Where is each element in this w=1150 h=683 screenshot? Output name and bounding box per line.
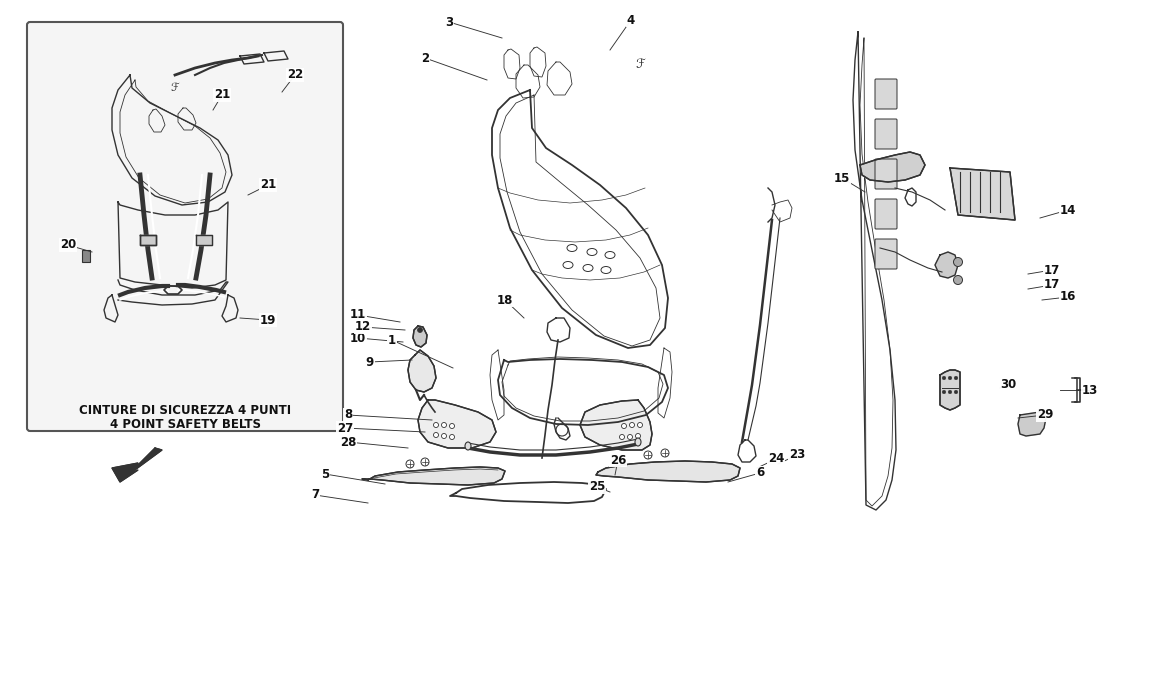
Text: 21: 21 bbox=[214, 89, 230, 102]
Circle shape bbox=[628, 434, 633, 439]
Circle shape bbox=[644, 451, 652, 459]
Circle shape bbox=[636, 434, 641, 438]
Text: 23: 23 bbox=[789, 449, 805, 462]
Circle shape bbox=[629, 423, 635, 428]
Circle shape bbox=[942, 390, 945, 394]
Polygon shape bbox=[1018, 412, 1046, 436]
Circle shape bbox=[450, 423, 454, 428]
Circle shape bbox=[954, 376, 958, 380]
Text: 29: 29 bbox=[1037, 408, 1053, 421]
Polygon shape bbox=[417, 400, 496, 448]
Text: 27: 27 bbox=[337, 421, 353, 434]
Text: 24: 24 bbox=[768, 453, 784, 466]
Text: 20: 20 bbox=[60, 238, 76, 251]
Text: 5: 5 bbox=[321, 467, 329, 481]
Text: 14: 14 bbox=[1060, 204, 1076, 217]
Text: 10: 10 bbox=[350, 331, 366, 344]
Text: 11: 11 bbox=[350, 309, 366, 322]
Polygon shape bbox=[413, 326, 427, 347]
Circle shape bbox=[637, 423, 643, 428]
Circle shape bbox=[661, 449, 669, 457]
Text: 8: 8 bbox=[344, 408, 352, 421]
Polygon shape bbox=[196, 235, 212, 245]
FancyBboxPatch shape bbox=[875, 199, 897, 229]
Circle shape bbox=[949, 390, 952, 394]
Text: ℱ: ℱ bbox=[170, 83, 179, 93]
Text: 15: 15 bbox=[834, 171, 850, 184]
FancyBboxPatch shape bbox=[26, 22, 343, 431]
Text: 13: 13 bbox=[1082, 383, 1098, 397]
Text: 22: 22 bbox=[286, 68, 304, 81]
FancyBboxPatch shape bbox=[875, 239, 897, 269]
Circle shape bbox=[421, 458, 429, 466]
Polygon shape bbox=[940, 370, 960, 410]
Circle shape bbox=[621, 423, 627, 428]
Polygon shape bbox=[935, 252, 958, 278]
Polygon shape bbox=[860, 152, 925, 182]
Circle shape bbox=[954, 390, 958, 394]
Circle shape bbox=[953, 257, 963, 266]
Text: 18: 18 bbox=[497, 294, 513, 307]
Text: 1: 1 bbox=[388, 333, 396, 346]
Polygon shape bbox=[596, 461, 739, 482]
Text: 25: 25 bbox=[589, 481, 605, 494]
Text: 2: 2 bbox=[421, 51, 429, 64]
Text: 17: 17 bbox=[1044, 264, 1060, 277]
FancyBboxPatch shape bbox=[875, 119, 897, 149]
Circle shape bbox=[434, 432, 438, 438]
Text: 4: 4 bbox=[627, 14, 635, 27]
Text: 9: 9 bbox=[366, 355, 374, 369]
Polygon shape bbox=[112, 448, 162, 482]
Text: 3: 3 bbox=[445, 16, 453, 29]
Text: 26: 26 bbox=[610, 454, 627, 466]
Circle shape bbox=[406, 460, 414, 468]
Text: 16: 16 bbox=[1060, 290, 1076, 303]
Ellipse shape bbox=[465, 442, 471, 450]
Text: 12: 12 bbox=[355, 320, 371, 333]
Text: ℱ: ℱ bbox=[635, 59, 645, 72]
Text: 30: 30 bbox=[999, 378, 1017, 391]
Polygon shape bbox=[408, 350, 436, 392]
Circle shape bbox=[417, 328, 422, 333]
Circle shape bbox=[434, 423, 438, 428]
Text: 7: 7 bbox=[310, 488, 319, 501]
Polygon shape bbox=[140, 235, 156, 245]
Circle shape bbox=[450, 434, 454, 439]
Circle shape bbox=[953, 275, 963, 285]
Text: CINTURE DI SICUREZZA 4 PUNTI: CINTURE DI SICUREZZA 4 PUNTI bbox=[79, 404, 291, 417]
Polygon shape bbox=[580, 400, 652, 450]
Text: 4 POINT SAFETY BELTS: 4 POINT SAFETY BELTS bbox=[109, 419, 261, 432]
Text: 17: 17 bbox=[1044, 279, 1060, 292]
FancyBboxPatch shape bbox=[875, 159, 897, 189]
Text: 19: 19 bbox=[260, 313, 276, 326]
Text: 6: 6 bbox=[756, 466, 764, 479]
FancyBboxPatch shape bbox=[875, 79, 897, 109]
Circle shape bbox=[949, 376, 952, 380]
Text: 28: 28 bbox=[339, 436, 356, 449]
Circle shape bbox=[620, 434, 624, 439]
Circle shape bbox=[442, 434, 446, 438]
Polygon shape bbox=[950, 168, 1015, 220]
Circle shape bbox=[942, 376, 945, 380]
Text: 21: 21 bbox=[260, 178, 276, 191]
Ellipse shape bbox=[635, 438, 641, 446]
Circle shape bbox=[442, 423, 446, 428]
Polygon shape bbox=[362, 467, 505, 485]
Bar bbox=[82, 250, 90, 262]
